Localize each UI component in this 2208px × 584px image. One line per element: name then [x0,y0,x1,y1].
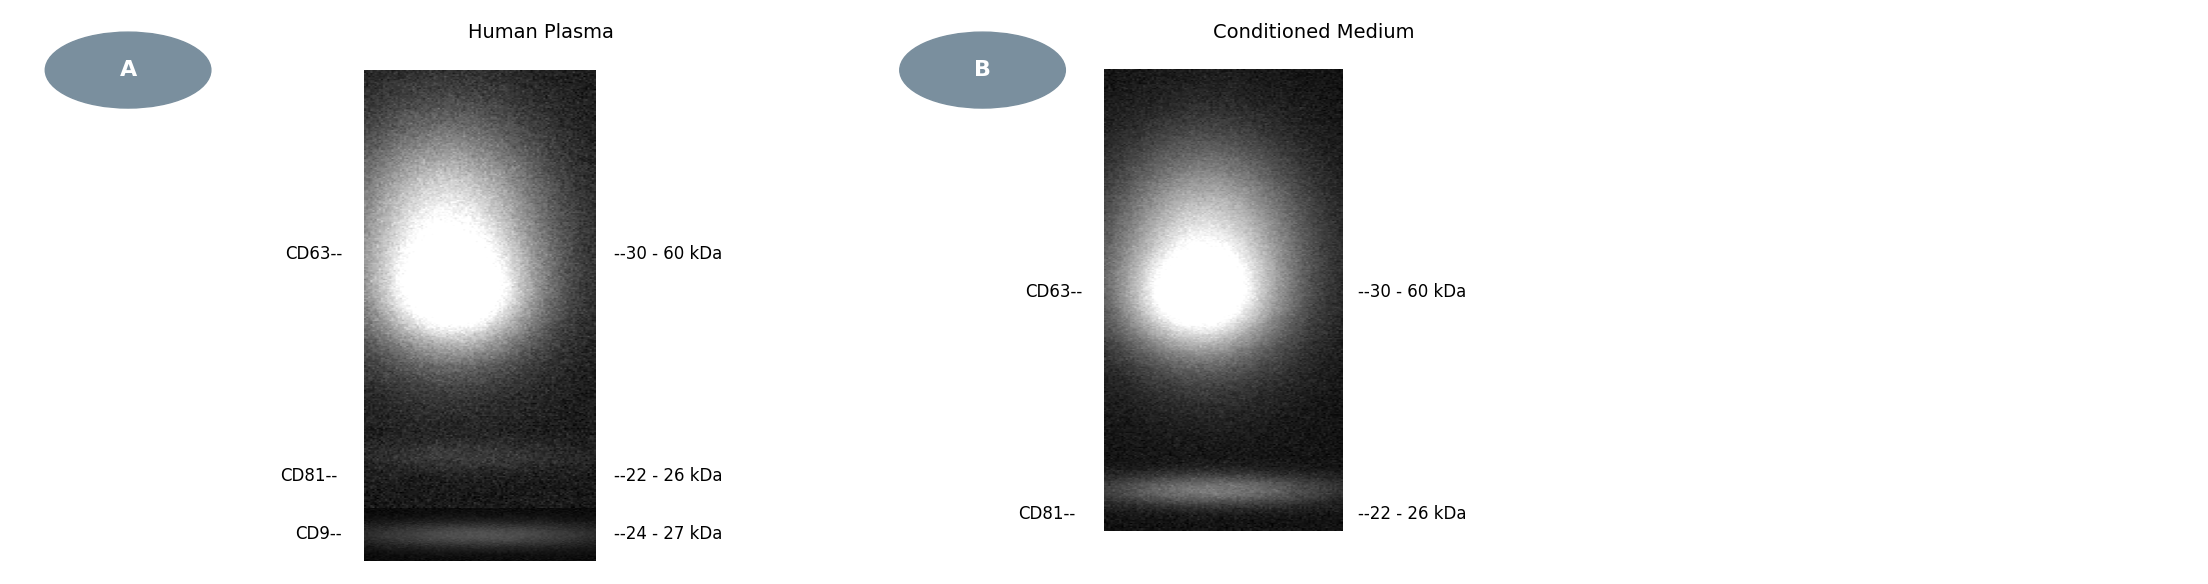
Text: A: A [119,60,137,80]
Text: CD81--: CD81-- [1018,505,1075,523]
Text: --30 - 60 kDa: --30 - 60 kDa [614,245,722,263]
Text: --24 - 27 kDa: --24 - 27 kDa [614,526,722,543]
Text: CD81--: CD81-- [280,467,338,485]
Ellipse shape [44,32,210,108]
Text: --22 - 26 kDa: --22 - 26 kDa [614,467,722,485]
Text: --30 - 60 kDa: --30 - 60 kDa [1358,283,1466,301]
Text: CD63--: CD63-- [285,245,342,263]
Text: --22 - 26 kDa: --22 - 26 kDa [1358,505,1466,523]
Ellipse shape [901,32,1066,108]
Text: B: B [974,60,991,80]
Text: CD63--: CD63-- [1025,283,1082,301]
Text: Conditioned Medium: Conditioned Medium [1212,23,1415,43]
Text: Human Plasma: Human Plasma [468,23,614,43]
Text: CD9--: CD9-- [296,526,342,543]
